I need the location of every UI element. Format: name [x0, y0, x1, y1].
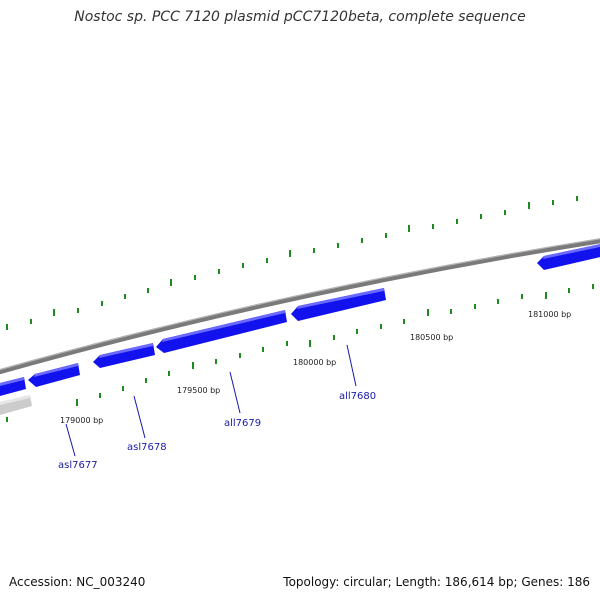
gene-arrow-asl7677[interactable]: [28, 363, 80, 387]
outer-tick-row: [6, 196, 578, 330]
topology-stats-text: Topology: circular; Length: 186,614 bp; …: [283, 575, 590, 589]
accession-text: Accession: NC_003240: [9, 575, 146, 589]
bp-label-180500: 180500 bp: [410, 333, 453, 342]
gene-label-asl7677[interactable]: asl7677: [58, 460, 98, 471]
bp-label-179000: 179000 bp: [60, 416, 103, 425]
sequence-backbone: [0, 238, 600, 375]
gene-leader-lines: [65, 344, 357, 457]
gene-arrow-right-edge[interactable]: [537, 243, 600, 270]
faded-segment: [0, 395, 32, 415]
gene-arrow-left-edge[interactable]: [0, 377, 26, 396]
map-title: Nostoc sp. PCC 7120 plasmid pCC7120beta,…: [74, 9, 526, 25]
bp-label-180000: 180000 bp: [293, 358, 336, 367]
bp-label-181000: 181000 bp: [528, 310, 571, 319]
gene-arrow-asl7678[interactable]: [93, 343, 155, 368]
gene-label-all7680[interactable]: all7680: [339, 391, 376, 402]
gene-arrow-all7680[interactable]: [291, 288, 386, 321]
gene-arrow-all7679[interactable]: [156, 310, 287, 353]
gene-label-asl7678[interactable]: asl7678: [127, 442, 167, 453]
gene-label-all7679[interactable]: all7679: [224, 418, 261, 429]
inner-tick-row: [6, 284, 594, 422]
bp-label-179500: 179500 bp: [177, 386, 220, 395]
